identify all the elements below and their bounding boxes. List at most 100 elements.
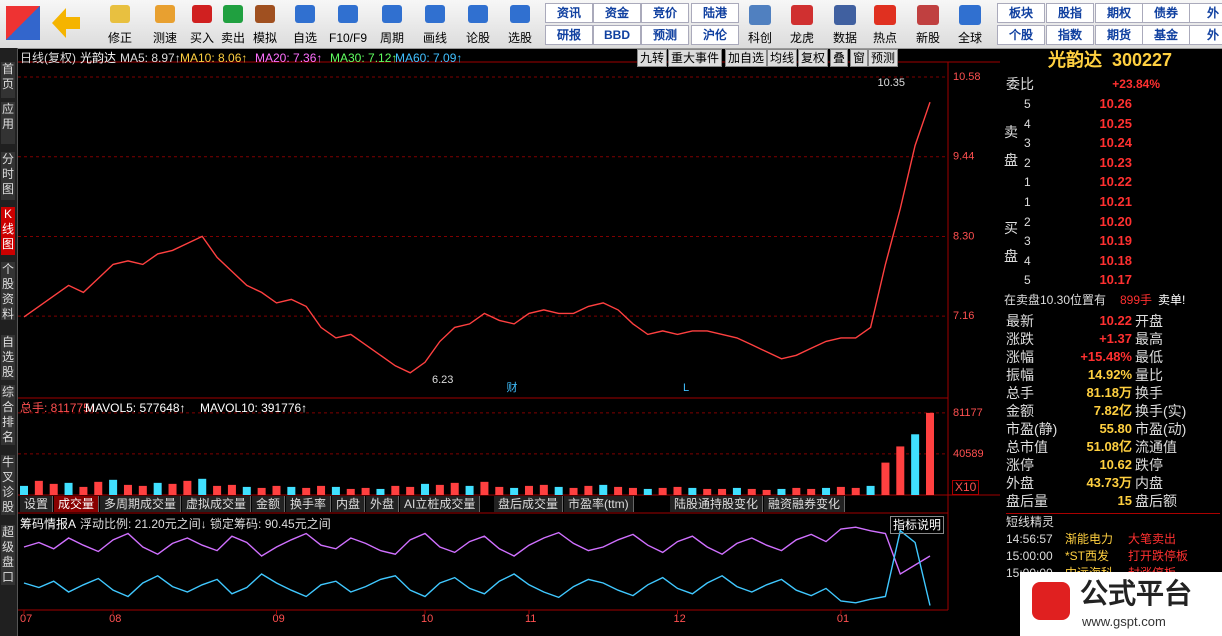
side-tab[interactable]: 综合排名 xyxy=(1,385,15,445)
toolbar-tab[interactable]: 板块 xyxy=(997,3,1045,23)
indicator-tab[interactable]: 融资融券变化 xyxy=(764,496,846,512)
toolbar-tab[interactable]: 研报 xyxy=(545,25,593,45)
toolbar-tab[interactable]: 预测 xyxy=(641,25,689,45)
side-tab[interactable]: 应用 xyxy=(1,102,15,144)
indicator-tab[interactable]: 内盘 xyxy=(332,496,366,512)
tool-label[interactable]: 新股 xyxy=(915,31,940,45)
stock-name: 光韵达 xyxy=(1048,50,1102,70)
tool-icon[interactable] xyxy=(791,5,813,25)
tool-icon[interactable] xyxy=(295,5,315,23)
tool-icon[interactable] xyxy=(155,5,175,23)
toolbar-tab[interactable]: 指数 xyxy=(1046,25,1094,45)
tool-label[interactable]: 热点 xyxy=(872,31,897,45)
tool-icon[interactable] xyxy=(425,5,445,23)
tool-icon[interactable] xyxy=(223,5,243,23)
side-tab[interactable]: 个股资料 xyxy=(1,262,15,320)
tool-icon[interactable] xyxy=(110,5,130,23)
chart-button[interactable]: 窗 xyxy=(850,49,869,67)
level: 4 xyxy=(1024,116,1031,131)
volume-bar xyxy=(64,482,73,495)
tool-label[interactable]: 模拟 xyxy=(252,31,277,45)
tool-icon[interactable] xyxy=(338,5,358,23)
level-price: 10.25 xyxy=(1099,115,1132,131)
weibi-label: 委比 xyxy=(1006,76,1034,92)
side-tab[interactable]: 牛叉诊股 xyxy=(1,455,15,515)
tool-label[interactable]: 论股 xyxy=(465,31,490,45)
indicator-tab[interactable]: AI立桩成交量 xyxy=(400,496,481,512)
indicator-tab[interactable]: 外盘 xyxy=(366,496,400,512)
chart-button[interactable]: 叠 xyxy=(830,49,849,67)
tool-icon[interactable] xyxy=(917,5,939,25)
side-tab[interactable]: 首页 xyxy=(1,62,15,98)
tool-icon[interactable] xyxy=(382,5,402,23)
volume-bar xyxy=(421,483,430,495)
tool-label[interactable]: 周期 xyxy=(379,31,404,45)
side-tab[interactable]: 自选股 xyxy=(1,335,15,380)
chart-button[interactable]: 九转 xyxy=(637,49,668,67)
y-tick-label: 9.44 xyxy=(953,151,974,163)
tool-icon[interactable] xyxy=(959,5,981,25)
tool-label[interactable]: 全球 xyxy=(957,31,982,45)
indicator-tab[interactable]: 虚拟成交量 xyxy=(182,496,252,512)
tool-label[interactable]: 选股 xyxy=(507,31,532,45)
toolbar-tab[interactable]: 债券 xyxy=(1142,3,1190,23)
toolbar-tab[interactable]: 资讯 xyxy=(545,3,593,23)
indicator-tab[interactable]: 成交量 xyxy=(54,496,100,512)
tool-label[interactable]: 买入 xyxy=(189,31,214,45)
stat-label: 外盘 xyxy=(1006,475,1034,491)
chart-button[interactable]: 重大事件 xyxy=(668,49,723,67)
tool-label[interactable]: 数据 xyxy=(832,31,857,45)
chart-button[interactable]: 加自选 xyxy=(725,49,768,67)
volume-bar xyxy=(762,489,771,495)
tool-icon[interactable] xyxy=(749,5,771,25)
volume-bar xyxy=(227,484,236,495)
tool-icon[interactable] xyxy=(510,5,530,23)
side-tab[interactable]: 分时图 xyxy=(1,152,15,200)
back-button[interactable] xyxy=(52,8,80,38)
indicator-tab[interactable]: 盘后成交量 xyxy=(494,496,564,512)
toolbar-tab[interactable]: 外 xyxy=(1189,3,1222,23)
indicator-tab[interactable]: 设置 xyxy=(20,496,54,512)
toolbar-tab[interactable]: 外 xyxy=(1189,25,1222,45)
toolbar-tab[interactable]: 股指 xyxy=(1046,3,1094,23)
indicator-button[interactable]: 指标说明 xyxy=(890,516,945,534)
toolbar-tab[interactable]: 沪伦 xyxy=(691,25,739,45)
indicator-tab[interactable]: 换手率 xyxy=(286,496,332,512)
chart-button[interactable]: 复权 xyxy=(798,49,829,67)
indicator-tab[interactable]: 多周期成交量 xyxy=(100,496,182,512)
tool-icon[interactable] xyxy=(255,5,275,23)
tool-label[interactable]: 自选 xyxy=(292,31,317,45)
side-tab[interactable]: 超级盘口 xyxy=(1,525,15,585)
tool-label[interactable]: 龙虎 xyxy=(789,31,814,45)
volume-bar xyxy=(123,484,132,495)
chart-button[interactable]: 预测 xyxy=(868,49,899,67)
tool-label[interactable]: 科创 xyxy=(747,31,772,45)
tool-label[interactable]: F10/F9 xyxy=(328,31,367,45)
chart-button[interactable]: 均线 xyxy=(767,49,798,67)
tool-icon[interactable] xyxy=(834,5,856,25)
toolbar-tab[interactable]: 期货 xyxy=(1095,25,1143,45)
tool-icon[interactable] xyxy=(874,5,896,25)
tool-label[interactable]: 卖出 xyxy=(220,31,245,45)
indicator-tab[interactable]: 陆股通持股变化 xyxy=(670,496,764,512)
tool-label[interactable]: 测速 xyxy=(152,31,177,45)
toolbar-tab[interactable]: 资金 xyxy=(593,3,641,23)
side-tab[interactable]: K线图 xyxy=(1,207,15,255)
stat-value: 43.73万 xyxy=(1086,475,1132,490)
indicator-tab[interactable]: 市盈率(ttm) xyxy=(564,496,634,512)
news-time: 14:56:57 xyxy=(1006,532,1053,546)
toolbar-tab[interactable]: 期权 xyxy=(1095,3,1143,23)
toolbar-tab[interactable]: 陆港 xyxy=(691,3,739,23)
tool-label[interactable]: 修正 xyxy=(107,31,132,45)
volume-bar xyxy=(510,487,519,495)
tool-icon[interactable] xyxy=(192,5,212,23)
toolbar-tab[interactable]: 基金 xyxy=(1142,25,1190,45)
indicator-tab[interactable]: 金额 xyxy=(252,496,286,512)
level: 5 xyxy=(1024,273,1031,288)
tool-label[interactable]: 画线 xyxy=(422,31,447,45)
toolbar-tab[interactable]: BBD xyxy=(593,25,641,45)
toolbar-tab[interactable]: 个股 xyxy=(997,25,1045,45)
stat-label: 最低 xyxy=(1135,349,1163,365)
tool-icon[interactable] xyxy=(468,5,488,23)
toolbar-tab[interactable]: 竞价 xyxy=(641,3,689,23)
